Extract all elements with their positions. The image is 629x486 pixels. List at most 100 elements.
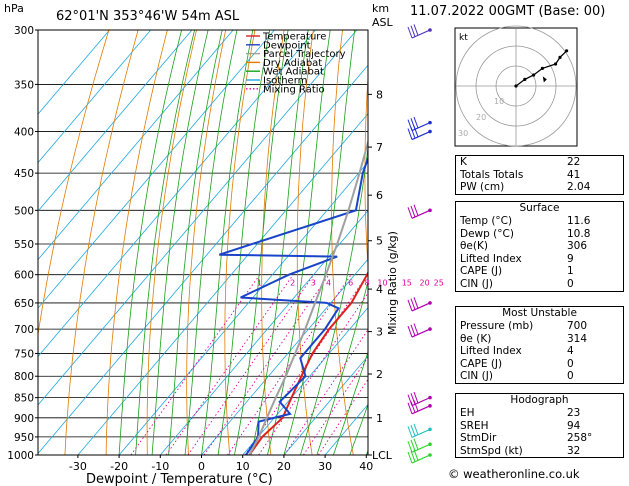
isotherm-line [159, 210, 368, 455]
wet-adiabat-line [234, 30, 289, 455]
km-tick-label: 1 [376, 412, 383, 425]
isotherm-line [283, 355, 368, 455]
chart-grid [38, 30, 368, 455]
temperature-tick-label: 40 [359, 460, 373, 473]
hodograph-row: EH 23 [460, 407, 581, 419]
storm-motion-marker [542, 76, 547, 83]
chart-series [218, 138, 368, 455]
precipitable-water-row: PW (cm) 2.04 [460, 181, 591, 194]
hodograph-row: StmSpd (kt) 32 [460, 444, 581, 457]
dry-adiabat-line [105, 30, 168, 455]
wind-barb-dot [428, 120, 432, 125]
location-title: 62°01'N 353°46'W 54m ASL [56, 9, 240, 24]
wind-barb-flag [410, 298, 416, 310]
hodograph-point [558, 55, 562, 60]
wind-barb-dot [428, 327, 432, 331]
hodograph-row: StmDir 258° [460, 432, 593, 445]
surface-row: θe(K) 306 [460, 240, 588, 253]
pressure-tick-label: 950 [14, 432, 34, 444]
wind-barb-flag [410, 118, 416, 130]
temperature-tick-label: -10 [151, 460, 169, 473]
legend-label: Mixing Ratio [263, 84, 325, 95]
wind-barb-flag [413, 204, 419, 216]
wind-barb-dot [428, 453, 432, 457]
wind-barb-flag [413, 323, 419, 335]
mixing-ratio-tick-label: 3 [311, 279, 316, 288]
dry-adiabat-line [224, 30, 256, 455]
wet-adiabat-line [250, 30, 309, 455]
dry-adiabat-line [64, 30, 139, 455]
surface-row: CAPE (J) 1 [460, 265, 574, 278]
wind-barb-flag [407, 402, 413, 415]
hodograph-point [532, 73, 536, 77]
wind-barb-dot [428, 301, 432, 305]
temperature-tick-label: 10 [236, 460, 250, 473]
pressure-tick-label: 650 [14, 298, 34, 310]
mixing-ratio-tick-label: 15 [402, 279, 412, 288]
dry-adiabat-line [364, 71, 368, 272]
wind-barbs [407, 24, 432, 464]
surface-row: Temp (°C) 11.6 [460, 215, 591, 227]
hodograph-point [554, 62, 558, 66]
hodograph-kt-label: kt [459, 33, 468, 43]
most-unstable-row: Lifted Index 4 [460, 345, 574, 358]
dry-adiabat-line [146, 30, 197, 455]
isotherm-line [38, 30, 193, 212]
pressure-tick-label: 1000 [7, 450, 34, 462]
mixing-ratio-line [130, 274, 261, 455]
series-parcel-trajectory [248, 138, 368, 455]
wind-barb-flag [407, 128, 413, 140]
km-tick-label: 2 [376, 368, 383, 381]
chart-axes: 1 2 3 4 6 8 10 15 20 2530035040045050055060065070… [7, 25, 444, 473]
temperature-tick-label: -20 [110, 460, 128, 473]
mixing-ratio-line [203, 274, 330, 455]
legend-label: Parcel Trajectory [263, 49, 346, 60]
wet-adiabat-line [267, 30, 331, 455]
isotherm-line [38, 64, 368, 455]
wind-barb-flag [413, 297, 419, 309]
hodograph-point [565, 49, 569, 53]
mixing-ratio-line [258, 292, 368, 455]
legend-label: Wet Adiabat [263, 67, 324, 78]
pressure-tick-label: 350 [14, 79, 34, 91]
wind-barb-dot [428, 208, 432, 213]
isotherm-line [242, 306, 368, 455]
mixing-ratio-tick-label: 20 [420, 279, 430, 288]
run-datetime: 11.07.2022 00GMT (Base: 00) [410, 4, 606, 19]
pressure-tick-label: 450 [14, 168, 34, 180]
wet-adiabat-line [332, 350, 368, 455]
totals-totals-row: Totals Totals 41 [460, 168, 581, 181]
hodograph-table-title: Hodograph [510, 394, 569, 406]
wind-barb-flag [413, 391, 419, 404]
mixing-ratio-line [284, 328, 368, 455]
series-dewpoint [218, 155, 368, 455]
mixing-ratio-tick-label: 25 [434, 279, 444, 288]
km-tick-label: LCL [372, 449, 393, 462]
hodograph: kt 10 20 30 [454, 25, 578, 147]
surface-title: Surface [519, 202, 560, 214]
surface-row: CIN (J) 0 [460, 277, 574, 290]
wind-barb-flag [410, 439, 416, 452]
wet-adiabat-line [168, 30, 223, 455]
legend-label: Isotherm [263, 76, 307, 87]
isotherm-line [38, 30, 110, 115]
wind-barb-dot [428, 442, 432, 447]
wet-adiabat-line [135, 30, 195, 455]
k-index-row: K 22 [460, 156, 581, 168]
dry-adiabat-line [186, 30, 227, 455]
wind-barb-flag [410, 450, 416, 462]
wind-barb-dot [428, 404, 432, 408]
pressure-tick-label: 550 [14, 239, 34, 251]
mixing-ratio-line [165, 274, 294, 455]
mixing-ratio-line [318, 378, 368, 455]
surface-panel: Surface Temp (°C) 11.6 Dewp (°C) 10.8 θe(K… [455, 201, 624, 292]
pressure-tick-label: 800 [14, 371, 34, 383]
dry-adiabat-line [38, 30, 110, 338]
pressure-tick-label: 750 [14, 348, 34, 360]
wind-barb-flag [407, 426, 413, 438]
wind-barb-flag [410, 324, 416, 336]
wind-barb-dot [428, 129, 432, 134]
wind-barb-flag [413, 24, 419, 36]
